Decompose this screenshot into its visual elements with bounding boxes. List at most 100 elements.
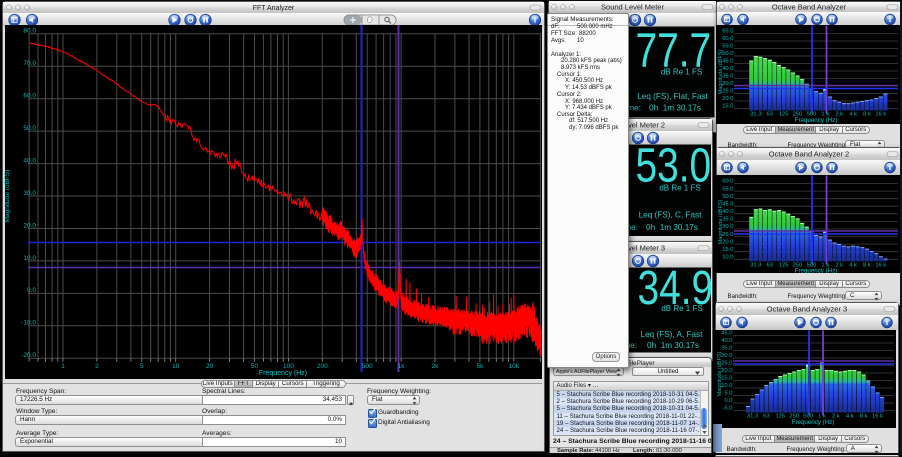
svg-text:35.0: 35.0 <box>721 345 732 351</box>
svg-text:5k: 5k <box>476 363 484 370</box>
svg-text:8 k: 8 k <box>863 112 871 118</box>
svg-text:30.0: 30.0 <box>722 81 733 87</box>
svg-text:i: i <box>888 15 891 24</box>
svg-text:45.0: 45.0 <box>722 59 733 65</box>
svg-text:Frequency (Hz): Frequency (Hz) <box>259 370 307 377</box>
svg-text:1: 1 <box>61 363 65 370</box>
svg-text:500: 500 <box>806 263 816 269</box>
svg-text:70.0: 70.0 <box>23 60 36 67</box>
svg-text:15.0: 15.0 <box>721 375 732 381</box>
svg-text:Sound Level Meter 3: Sound Level Meter 3 <box>596 244 665 253</box>
svg-text:500: 500 <box>362 363 373 370</box>
svg-text:dB Re 1 FS: dB Re 1 FS <box>661 68 702 77</box>
svg-text:2 k: 2 k <box>835 112 843 118</box>
svg-text:45.0: 45.0 <box>721 330 732 336</box>
svg-text:i: i <box>534 16 537 25</box>
svg-text:250: 250 <box>789 413 799 419</box>
svg-text:Leq (FS), A, Fast: Leq (FS), A, Fast <box>641 330 704 339</box>
svg-text:45.0: 45.0 <box>722 201 733 207</box>
svg-text:80.0: 80.0 <box>23 28 36 35</box>
svg-text:Magnitude (dBFS): Magnitude (dBFS) <box>4 170 11 223</box>
svg-text:50: 50 <box>251 363 259 370</box>
svg-text:55.0: 55.0 <box>722 44 733 50</box>
svg-text:0h 1m 30.17s: 0h 1m 30.17s <box>647 341 699 350</box>
svg-text:31.3: 31.3 <box>746 413 757 419</box>
svg-text:i: i <box>885 318 888 327</box>
svg-text:125: 125 <box>778 112 788 118</box>
svg-text:40.0: 40.0 <box>722 66 733 72</box>
svg-text:65.0: 65.0 <box>722 29 733 35</box>
svg-text:1 k: 1 k <box>818 413 826 419</box>
svg-text:2 k: 2 k <box>835 263 843 269</box>
svg-text:Octave Band Analyzer 3: Octave Band Analyzer 3 <box>766 304 846 313</box>
svg-text:10.0: 10.0 <box>722 255 733 261</box>
svg-text:0h 1m 30.17s: 0h 1m 30.17s <box>649 104 701 113</box>
svg-text:10: 10 <box>172 363 180 370</box>
svg-text:20.0: 20.0 <box>23 222 36 229</box>
svg-text:16 k: 16 k <box>875 112 886 118</box>
svg-text:25.0: 25.0 <box>721 360 732 366</box>
svg-text:20.0: 20.0 <box>722 96 733 102</box>
svg-text:31.3: 31.3 <box>750 263 761 269</box>
svg-text:0.0: 0.0 <box>27 287 36 294</box>
svg-text:Magnitude (dBFS): Magnitude (dBFS) <box>718 200 724 245</box>
svg-text:20.0: 20.0 <box>721 368 732 374</box>
svg-text:50.0: 50.0 <box>722 194 733 200</box>
svg-text:25.0: 25.0 <box>722 89 733 95</box>
svg-text:250: 250 <box>792 112 802 118</box>
svg-text:Magnitude (dBFS): Magnitude (dBFS) <box>718 50 724 95</box>
svg-text:Sound Level Meter 2: Sound Level Meter 2 <box>596 120 665 129</box>
svg-text:Octave Band Analyzer: Octave Band Analyzer <box>771 3 846 12</box>
svg-text:Frequency (Hz): Frequency (Hz) <box>791 418 834 425</box>
svg-text:2: 2 <box>95 363 99 370</box>
svg-text:50.0: 50.0 <box>23 125 36 132</box>
svg-text:dB Re 1 FS: dB Re 1 FS <box>659 184 700 193</box>
svg-text:5.0: 5.0 <box>724 390 732 396</box>
svg-text:2k: 2k <box>432 363 440 370</box>
svg-text:15.0: 15.0 <box>722 247 733 253</box>
svg-text:40.0: 40.0 <box>23 157 36 164</box>
svg-text:-10.0: -10.0 <box>21 320 36 327</box>
svg-text:Sound Level Meter: Sound Level Meter <box>601 3 664 12</box>
svg-text:500: 500 <box>806 112 816 118</box>
svg-text:20: 20 <box>206 363 214 370</box>
svg-text:125: 125 <box>775 413 785 419</box>
svg-text:30.0: 30.0 <box>23 190 36 197</box>
svg-text:15.0: 15.0 <box>722 104 733 110</box>
svg-text:77.7: 77.7 <box>636 24 712 78</box>
svg-text:55.0: 55.0 <box>722 186 733 192</box>
svg-text:63: 63 <box>766 112 772 118</box>
svg-text:-5.0: -5.0 <box>722 405 732 411</box>
svg-text:16 k: 16 k <box>872 413 883 419</box>
svg-text:1 k: 1 k <box>821 112 829 118</box>
svg-text:63: 63 <box>763 413 769 419</box>
svg-text:UAudioFilePlayer: UAudioFilePlayer <box>605 360 655 367</box>
svg-text:31.3: 31.3 <box>750 112 761 118</box>
svg-text:34.9: 34.9 <box>638 261 714 315</box>
svg-text:i: i <box>888 163 891 172</box>
svg-text:Time:: Time: <box>621 104 641 113</box>
svg-text:FFT Analyzer: FFT Analyzer <box>253 5 295 12</box>
svg-text:4 k: 4 k <box>849 112 857 118</box>
svg-text:25.0: 25.0 <box>722 232 733 238</box>
svg-text:30.0: 30.0 <box>722 224 733 230</box>
svg-text:Magnitude (dBFS): Magnitude (dBFS) <box>717 351 723 396</box>
svg-text:8 k: 8 k <box>859 413 867 419</box>
svg-text:60.0: 60.0 <box>722 179 733 185</box>
svg-text:35.0: 35.0 <box>722 217 733 223</box>
svg-text:40.0: 40.0 <box>722 209 733 215</box>
svg-text:60.0: 60.0 <box>722 36 733 42</box>
svg-text:60.0: 60.0 <box>23 93 36 100</box>
svg-text:0h 1m 30.17s: 0h 1m 30.17s <box>646 223 698 232</box>
svg-text:53.0: 53.0 <box>636 139 712 193</box>
svg-text:Frequency (Hz): Frequency (Hz) <box>794 117 837 124</box>
svg-text:-20.0: -20.0 <box>21 352 36 359</box>
svg-text:Leq (FS), Flat, Fast: Leq (FS), Flat, Fast <box>637 92 708 101</box>
svg-text:Leq (FS), C, Fast: Leq (FS), C, Fast <box>639 211 703 220</box>
svg-text:4 k: 4 k <box>849 263 857 269</box>
svg-text:10.0: 10.0 <box>721 383 732 389</box>
svg-text:16 k: 16 k <box>875 263 886 269</box>
svg-text:250: 250 <box>792 263 802 269</box>
svg-text:125: 125 <box>778 263 788 269</box>
svg-text:Frequency (Hz): Frequency (Hz) <box>794 268 837 273</box>
